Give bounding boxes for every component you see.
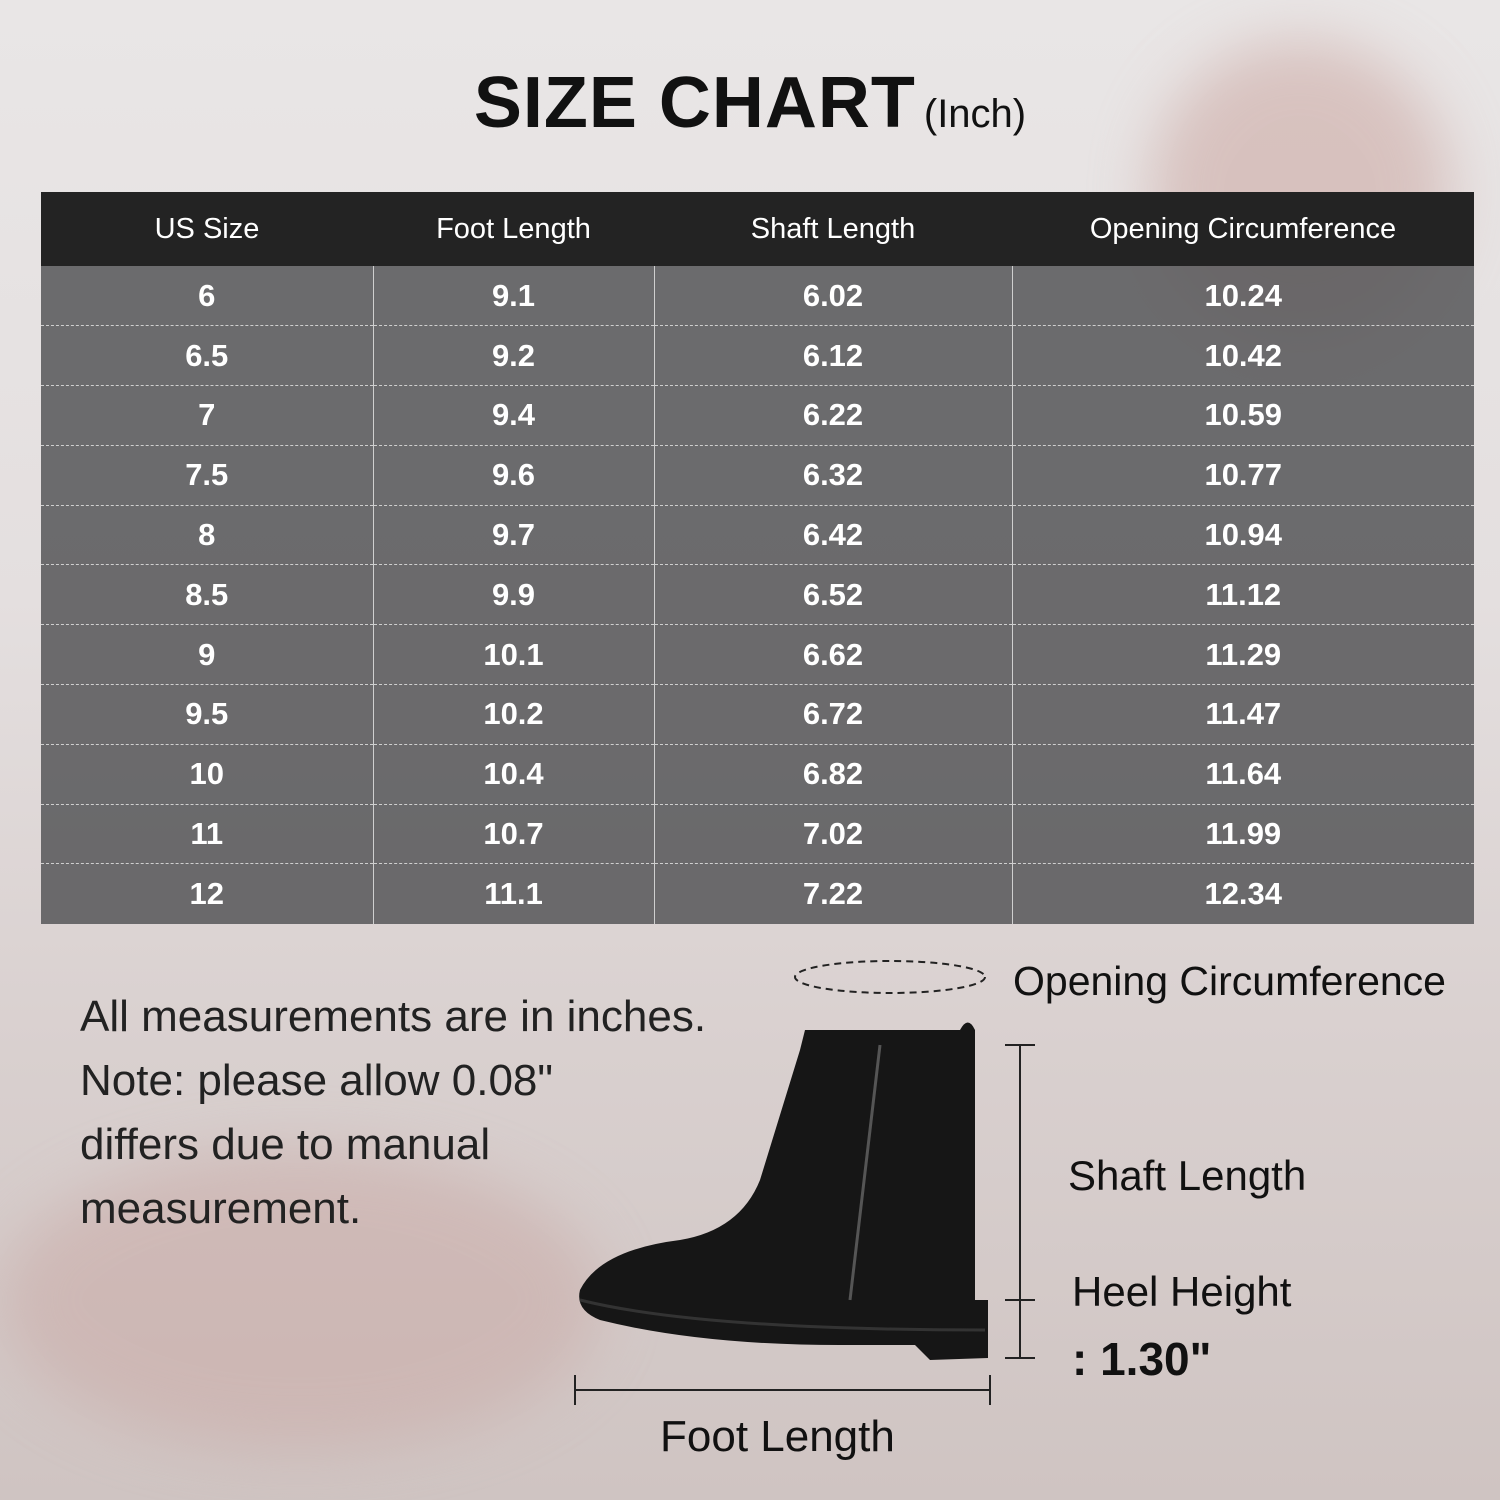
table-cell: 10.77	[1011, 444, 1474, 506]
table-header: US Size Foot Length Shaft Length Opening Ci…	[41, 192, 1474, 266]
background-leaves	[0, 1150, 600, 1450]
size-table: US Size Foot Length Shaft Length Opening Ci…	[41, 192, 1474, 924]
table-cell: 9.2	[372, 325, 654, 386]
heel-height-value: : 1.30"	[1072, 1333, 1212, 1385]
shaft-length-label: Shaft Length	[1068, 1152, 1307, 1199]
table-cell: 6.62	[653, 624, 1012, 685]
foot-length-label: Foot Length	[660, 1412, 895, 1461]
table-cell: 8.5	[41, 564, 373, 625]
table-row: 8.5 9.9 6.52 11.12	[41, 564, 1474, 625]
table-cell: 6.22	[653, 385, 1012, 446]
table-cell: 6.32	[653, 444, 1012, 506]
table-cell: 6.5	[41, 325, 373, 386]
table-cell: 11.64	[1011, 743, 1474, 805]
table-cell: 7.22	[653, 863, 1012, 924]
table-cell: 12.34	[1011, 863, 1474, 924]
table-cell: 9.7	[372, 504, 654, 565]
table-cell: 10.4	[372, 743, 654, 805]
table-cell: 9.5	[41, 684, 373, 745]
note-line: measurement.	[80, 1184, 362, 1233]
note-line: differs due to manual	[80, 1120, 491, 1169]
column-header: Foot Length	[436, 212, 591, 245]
table-cell: 8	[41, 504, 373, 565]
page-title: SIZE CHART (Inch)	[0, 62, 1500, 144]
table-cell: 10.1	[372, 624, 654, 685]
table-cell: 10.94	[1011, 504, 1474, 565]
table-row: 6 9.1 6.02 10.24	[41, 266, 1474, 326]
table-row: 10 10.4 6.82 11.64	[41, 743, 1474, 805]
table-cell: 10.42	[1011, 325, 1474, 386]
table-cell: 9.6	[372, 444, 654, 506]
title-unit: (Inch)	[923, 92, 1027, 136]
table-row: 9.5 10.2 6.72 11.47	[41, 684, 1474, 745]
table-cell: 6.52	[653, 564, 1012, 625]
table-cell: 6.72	[653, 684, 1012, 745]
table-cell: 10.24	[1011, 266, 1474, 326]
column-header: Shaft Length	[750, 212, 916, 245]
table-cell: 9.1	[372, 266, 654, 326]
opening-circumference-label: Opening Circumference	[1013, 958, 1446, 1004]
table-cell: 10.2	[372, 684, 654, 745]
table-cell: 7	[41, 385, 373, 446]
table-cell: 11.47	[1011, 684, 1474, 745]
table-cell: 9.4	[372, 385, 654, 446]
table-cell: 10	[41, 743, 373, 805]
table-cell: 7.02	[653, 803, 1012, 864]
table-cell: 6.42	[653, 504, 1012, 565]
column-header: US Size	[154, 212, 260, 245]
table-cell: 11.29	[1011, 624, 1474, 685]
note-line: Note: please allow 0.08"	[80, 1056, 554, 1105]
table-cell: 7.5	[41, 444, 373, 506]
table-cell: 9	[41, 624, 373, 685]
table-row: 6.5 9.2 6.12 10.42	[41, 325, 1474, 386]
table-row: 8 9.7 6.42 10.94	[41, 504, 1474, 565]
table-row: 9 10.1 6.62 11.29	[41, 624, 1474, 685]
table-row: 11 10.7 7.02 11.99	[41, 803, 1474, 864]
table-cell: 9.9	[372, 564, 654, 625]
column-header: Opening Circumference	[1089, 212, 1397, 245]
note-line: All measurements are in inches.	[80, 992, 707, 1041]
table-cell: 6.02	[653, 266, 1012, 326]
table-cell: 6	[198, 277, 216, 313]
table-cell: 10.59	[1011, 385, 1474, 446]
table-row: 7.5 9.6 6.32 10.77	[41, 444, 1474, 506]
table-cell: 10.7	[372, 803, 654, 864]
opening-circumference-arrow-icon	[794, 960, 986, 994]
title-main: SIZE CHART	[473, 63, 916, 143]
table-cell: 11.12	[1011, 564, 1474, 625]
measurement-note: All measurements are in inches. Note: pl…	[80, 985, 706, 1241]
table-cell: 11.99	[1011, 803, 1474, 864]
table-row: 7 9.4 6.22 10.59	[41, 385, 1474, 446]
table-cell: 12	[41, 863, 373, 924]
table-cell: 6.12	[653, 325, 1012, 386]
boot-icon	[579, 1022, 988, 1360]
table-row: 12 11.1 7.22 12.34	[41, 863, 1474, 924]
table-cell: 11.1	[372, 863, 654, 924]
dimension-lines	[574, 1044, 1035, 1405]
table-cell: 6.82	[653, 743, 1012, 805]
heel-height-label: Heel Height	[1072, 1268, 1292, 1315]
table-cell: 11	[41, 803, 373, 864]
